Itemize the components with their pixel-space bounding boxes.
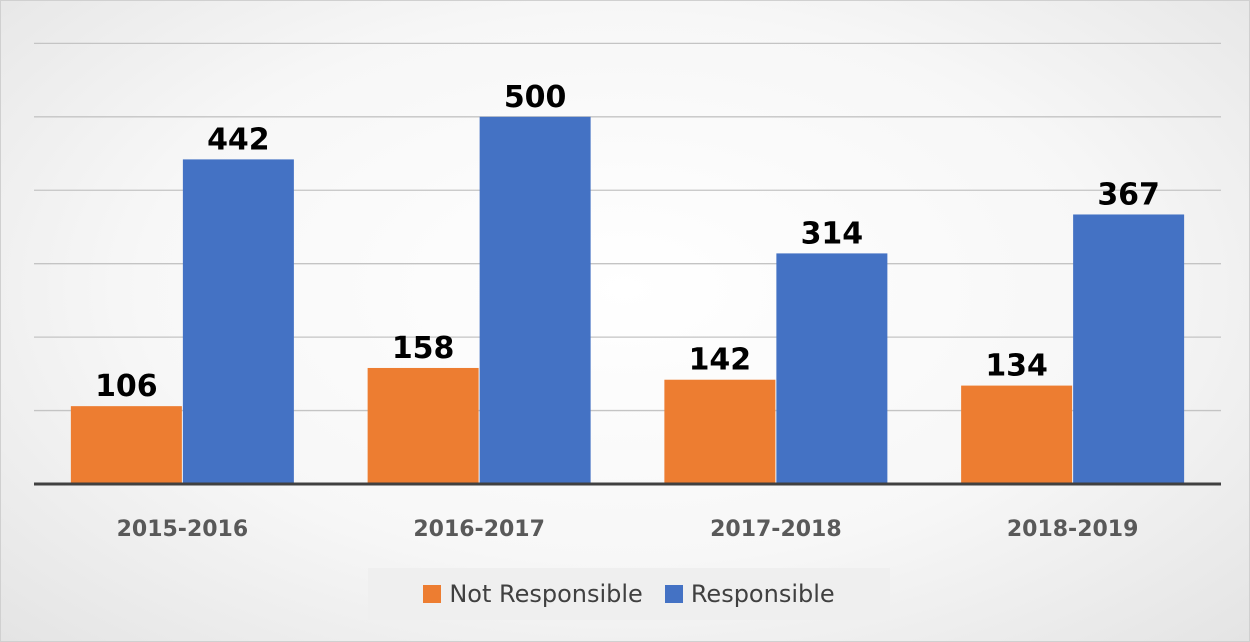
legend-swatch-not-responsible bbox=[423, 585, 442, 603]
data-label-not-responsible-2015-2016: 106 bbox=[95, 369, 158, 404]
legend-swatch-responsible bbox=[664, 585, 683, 603]
bar-responsible-2017-2018 bbox=[776, 253, 888, 484]
x-tick-label-2015-2016: 2015-2016 bbox=[117, 517, 249, 542]
data-label-not-responsible-2016-2017: 158 bbox=[392, 331, 455, 366]
legend-entry-responsible: Responsible bbox=[664, 580, 835, 608]
legend-entry-not-responsible: Not Responsible bbox=[423, 580, 643, 608]
x-tick-label-2016-2017: 2016-2017 bbox=[413, 517, 545, 542]
bar-not-responsible-2015-2016 bbox=[70, 406, 182, 484]
data-label-responsible-2017-2018: 314 bbox=[801, 216, 864, 251]
data-label-not-responsible-2017-2018: 142 bbox=[689, 343, 752, 378]
bar-not-responsible-2016-2017 bbox=[367, 367, 479, 484]
data-label-responsible-2015-2016: 442 bbox=[207, 122, 270, 157]
legend: Not Responsible Responsible bbox=[368, 568, 890, 620]
bar-responsible-2018-2019 bbox=[1073, 214, 1185, 484]
bar-not-responsible-2017-2018 bbox=[664, 379, 776, 484]
bar-chart: 106 442 2015-2016 158 500 2016-2017 142 314 2017… bbox=[34, 42, 1221, 542]
legend-label-not-responsible: Not Responsible bbox=[449, 580, 643, 608]
data-label-responsible-2018-2019: 367 bbox=[1097, 177, 1160, 212]
x-tick-label-2017-2018: 2017-2018 bbox=[710, 517, 842, 542]
data-label-responsible-2016-2017: 500 bbox=[504, 80, 567, 115]
bar-not-responsible-2018-2019 bbox=[961, 385, 1073, 484]
x-tick-label-2018-2019: 2018-2019 bbox=[1007, 517, 1139, 542]
bar-responsible-2016-2017 bbox=[479, 116, 591, 485]
data-label-not-responsible-2018-2019: 134 bbox=[985, 349, 1048, 384]
legend-label-responsible: Responsible bbox=[690, 580, 835, 608]
bar-responsible-2015-2016 bbox=[182, 159, 294, 484]
